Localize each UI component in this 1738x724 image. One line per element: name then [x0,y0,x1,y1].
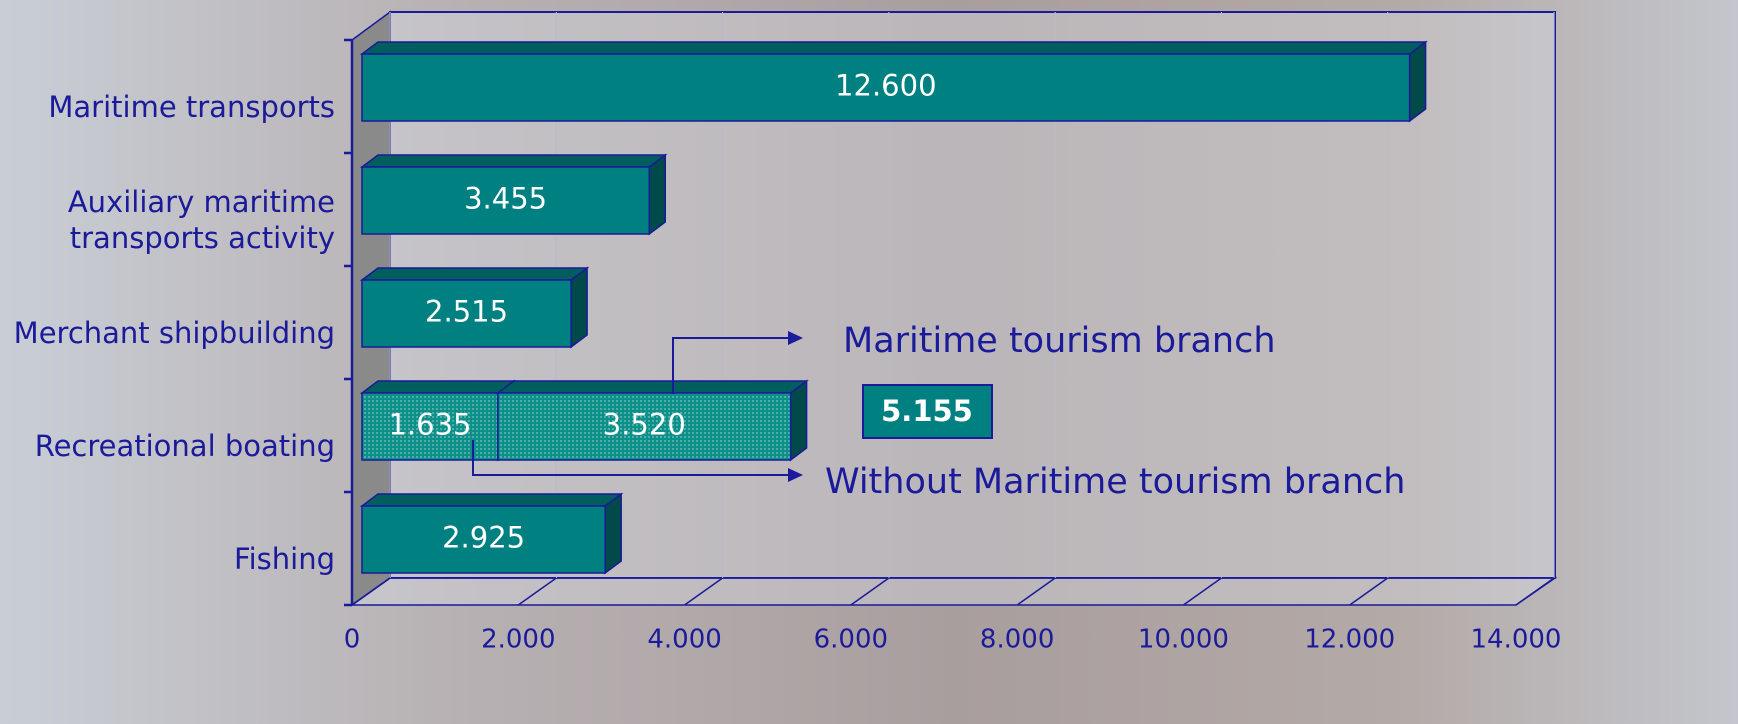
legend-label: Without Maritime tourism branch [825,462,1405,502]
value-label: 12.600 [835,69,936,103]
arrow [672,337,790,394]
x-tick-label: 14.000 [1471,625,1562,655]
bar [361,166,651,235]
total-label: 5.155 [881,394,973,428]
x-tick-label: 0 [344,625,361,655]
bar [361,279,572,348]
bar-side [570,266,588,349]
legend-label: Maritime tourism branch [843,321,1276,361]
bar-side [789,379,808,462]
grid-line [1349,577,1389,606]
value-label: 2.515 [425,295,508,329]
y-tick-label: Merchant shipbuilding [13,315,335,350]
x-tick-label: 12.000 [1304,625,1395,655]
value-label: 3.520 [603,408,686,442]
bar-top [359,41,1428,55]
bar [361,53,1411,122]
grid-line [684,577,724,606]
arrow-head [788,331,803,345]
bar [497,392,792,461]
bar-top [359,380,517,394]
grid-line [1515,577,1555,606]
x-tick-label: 2.000 [481,625,555,655]
total-box [862,384,993,439]
value-label: 1.635 [388,408,471,442]
bar-side [604,492,622,575]
floor [349,577,1558,606]
arrow-head [788,468,803,482]
bar-top [495,380,809,394]
grid-line [517,577,557,606]
bar-top [359,493,624,507]
arrow [472,440,790,476]
y-tick-label: Fishing [234,541,335,576]
grid-line [351,577,391,606]
value-label: 3.455 [464,182,547,216]
bar-top [359,154,668,168]
bar-side [648,153,667,236]
value-label: 2.925 [442,521,525,555]
grid-line [850,577,890,606]
x-tick-label: 6.000 [814,625,888,655]
grid-line [1016,577,1056,606]
x-tick-label: 8.000 [980,625,1054,655]
grid-line [1182,577,1222,606]
y-tick-label: Auxiliary maritime transports activity [67,184,335,255]
bar-top [359,267,590,281]
bar-side [1408,40,1427,123]
x-tick-label: 10.000 [1138,625,1229,655]
y-tick-label: Maritime transports [48,89,335,124]
bar [361,505,606,574]
x-tick-label: 4.000 [647,625,721,655]
y-tick-label: Recreational boating [34,428,335,463]
